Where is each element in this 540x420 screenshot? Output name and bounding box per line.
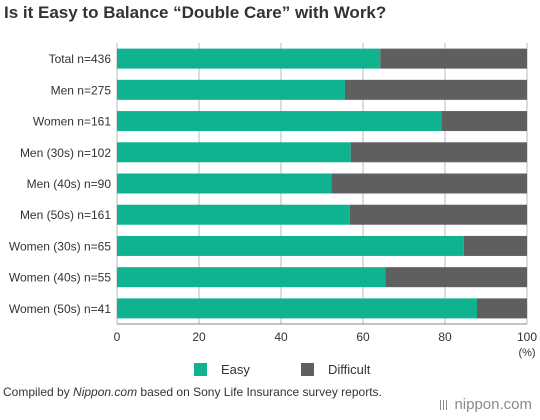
legend-swatch-easy [194,363,207,376]
category-label-5: Men (50s) n=161 [20,208,111,222]
x-tick-label-1: 20 [192,330,206,344]
bar-easy-0 [117,48,381,69]
bar-easy-7 [117,267,386,288]
bar-easy-5 [117,204,350,225]
logo-mark-icon [440,399,450,410]
source-suffix: based on Sony Life Insurance survey repo… [137,385,382,399]
category-label-4: Men (40s) n=90 [27,177,112,191]
category-label-3: Men (30s) n=102 [20,146,111,160]
legend-item-easy: Easy [194,362,250,377]
bar-difficult-4 [331,173,527,194]
legend-swatch-difficult [301,363,314,376]
category-label-0: Total n=436 [49,52,112,66]
category-label-8: Women (50s) n=41 [9,302,111,316]
nippon-logo: nippon.com [440,396,532,413]
bar-difficult-8 [476,298,527,319]
stacked-bar-chart: Total n=436 Men n=275 Women n=161 Men (30s)… [9,43,537,359]
category-label-1: Men n=275 [51,83,112,97]
x-tick-label-3: 60 [356,330,370,344]
bar-difficult-1 [344,79,527,100]
legend-label-difficult: Difficult [328,362,371,377]
chart-title: Is it Easy to Balance “Double Care” with… [4,3,387,22]
logo-text: nippon.com [454,396,532,413]
x-tick-label-0: 0 [114,330,121,344]
category-label-6: Women (30s) n=65 [9,239,111,253]
bar-difficult-3 [350,142,527,163]
bar-easy-2 [117,111,442,132]
bar-difficult-0 [380,48,527,69]
x-tick-label-5: 100 [517,330,537,344]
category-label-2: Women n=161 [33,115,111,129]
legend: Easy Difficult [0,362,540,378]
bar-easy-1 [117,79,345,100]
x-tick-label-2: 40 [274,330,288,344]
bar-difficult-6 [463,235,527,256]
bar-difficult-7 [385,267,527,288]
x-unit-label: (%) [518,347,535,359]
bar-easy-3 [117,142,351,163]
bar-difficult-2 [441,111,527,132]
category-label-7: Women (40s) n=55 [9,271,111,285]
source-note: Compiled by Nippon.com based on Sony Lif… [3,385,403,400]
legend-label-easy: Easy [221,362,250,377]
bar-easy-4 [117,173,332,194]
bar-difficult-5 [349,204,527,225]
bar-easy-8 [117,298,477,319]
source-site: Nippon.com [73,385,138,399]
legend-item-difficult: Difficult [301,362,370,377]
x-tick-label-4: 80 [438,330,452,344]
source-prefix: Compiled by [3,385,74,399]
bar-easy-6 [117,235,464,256]
